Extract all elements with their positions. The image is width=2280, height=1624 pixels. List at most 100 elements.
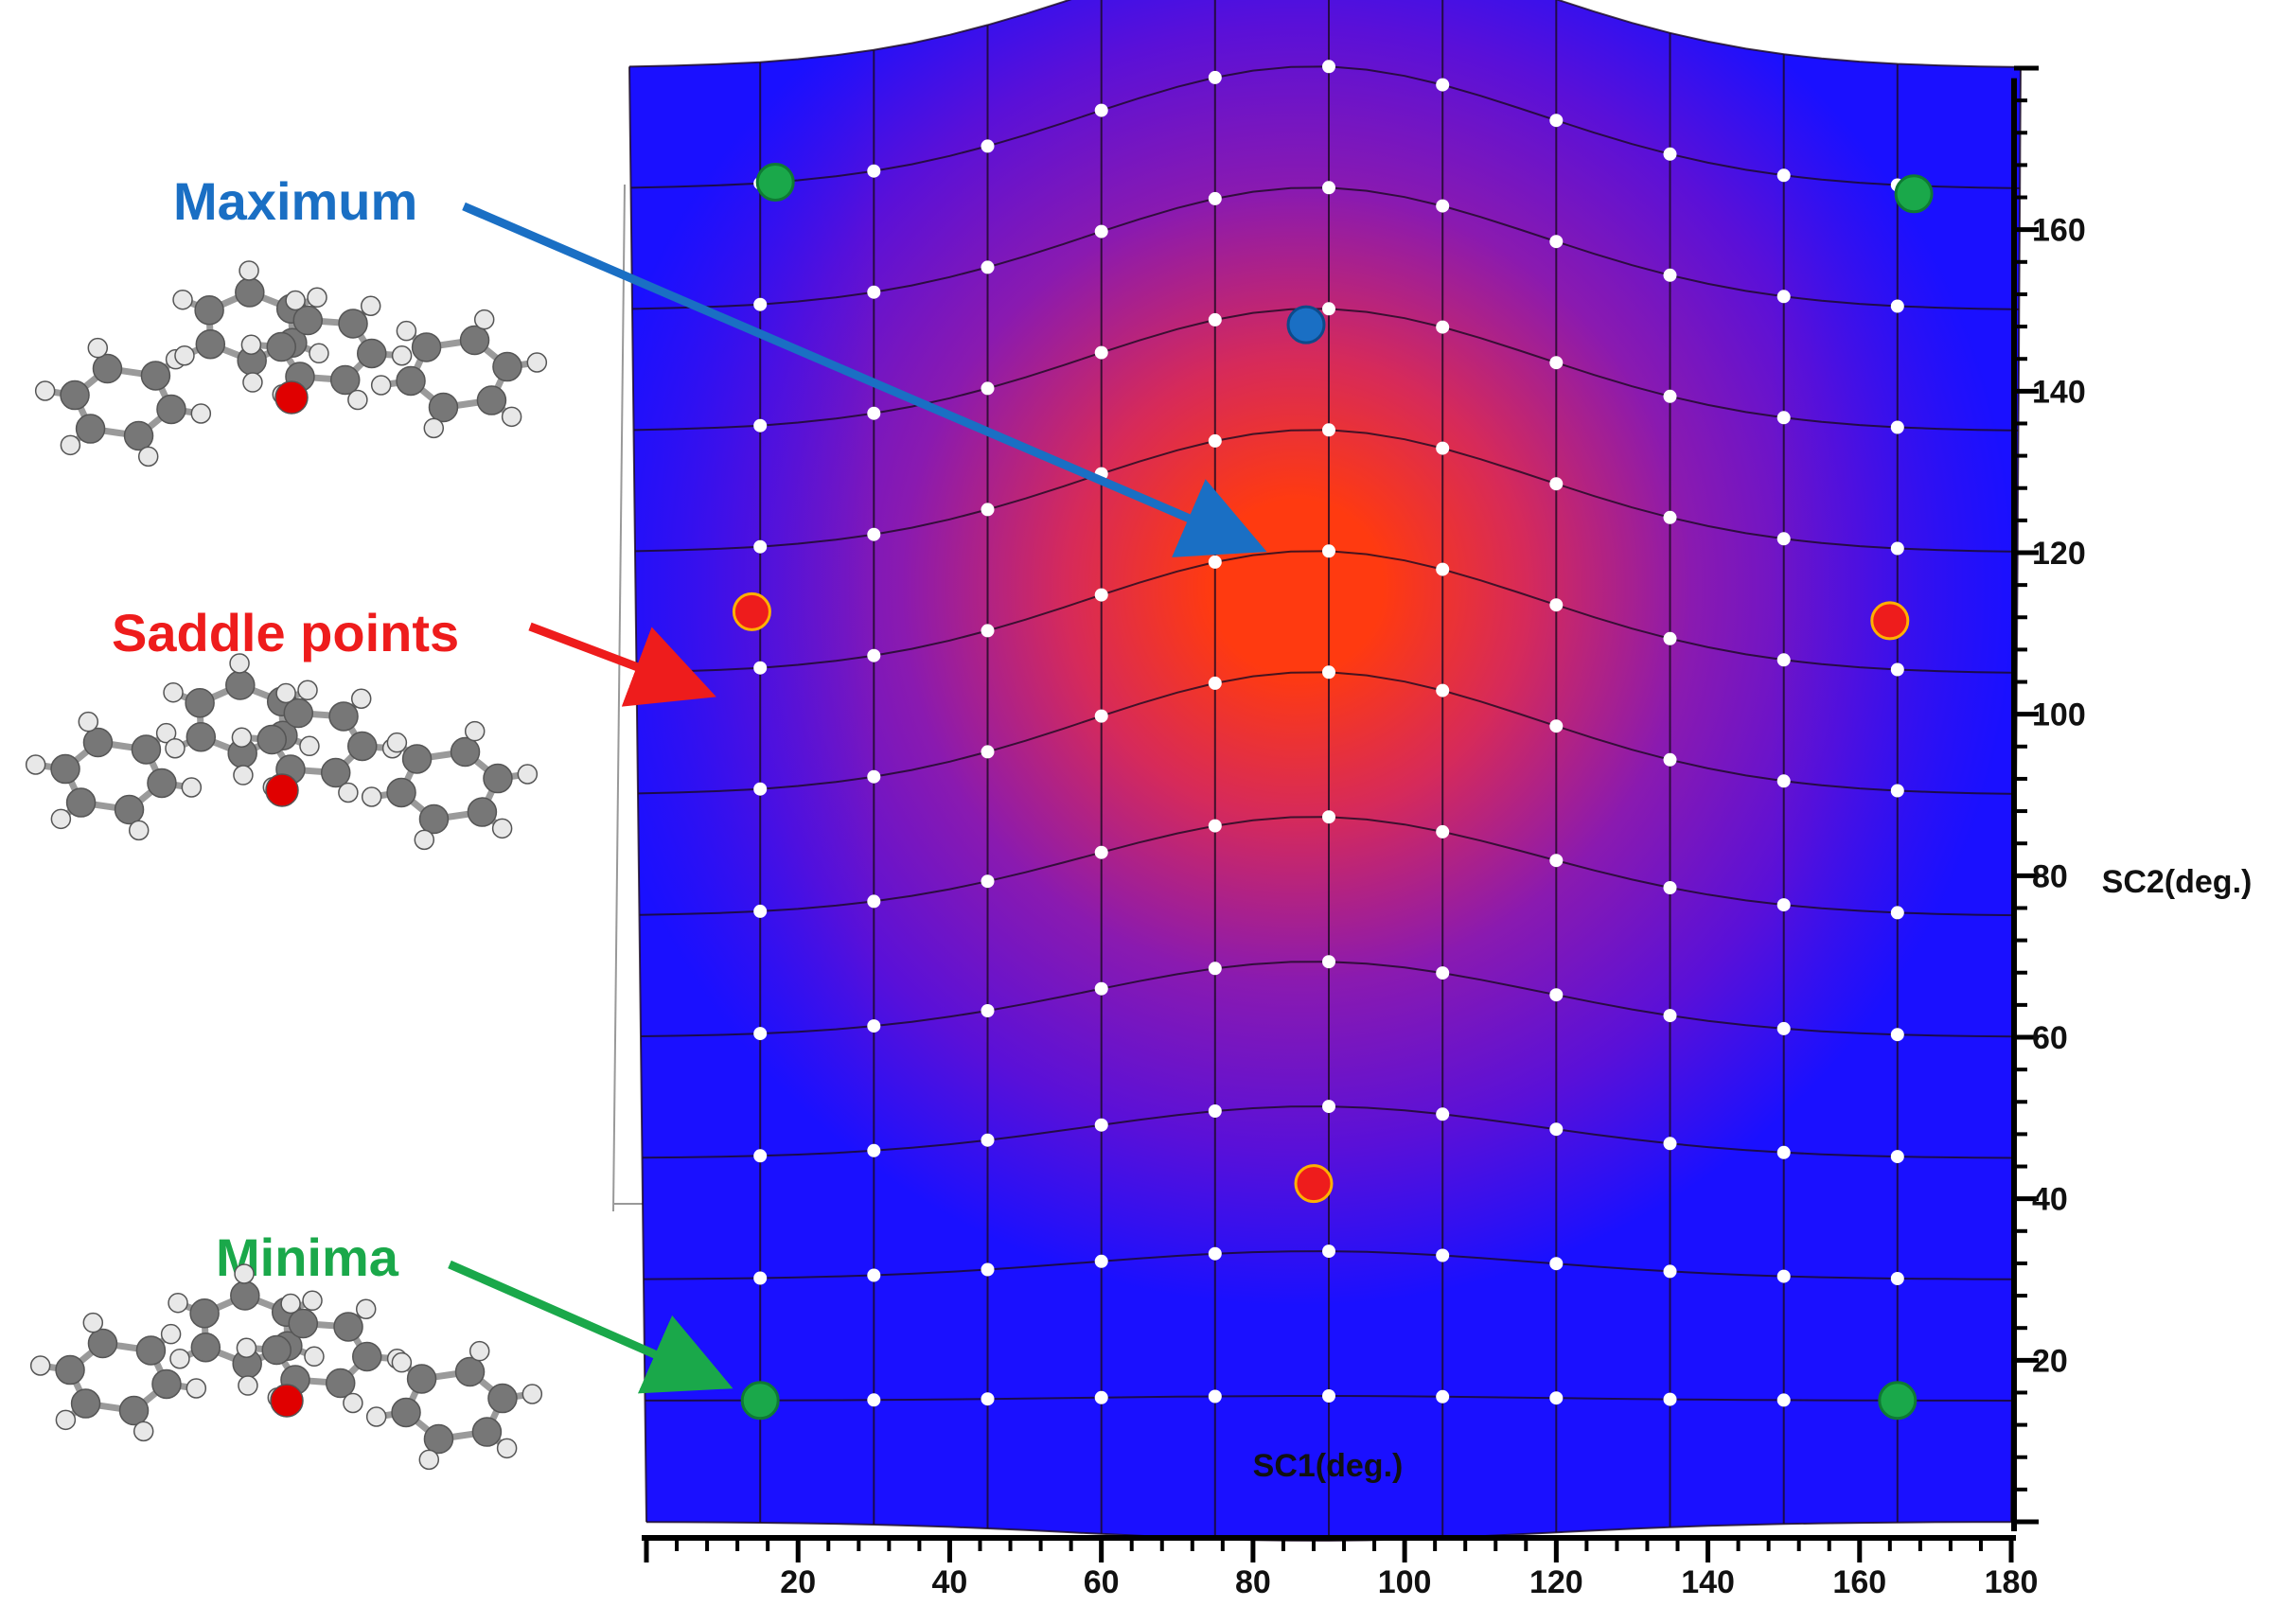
grid-node (753, 782, 768, 796)
carbon-atom (483, 763, 513, 794)
y-tick-label: 140 (2032, 374, 2086, 410)
grid-node (1094, 981, 1108, 996)
hydrogen-atom (87, 337, 109, 359)
carbon-atom (156, 394, 186, 425)
grid-node (1776, 532, 1791, 546)
surface-edge-shade (629, 0, 2021, 1541)
grid-node (1208, 1246, 1222, 1261)
grid-node (1322, 181, 1335, 195)
carbon-atom (114, 794, 145, 825)
grid-node (1776, 774, 1791, 788)
x-tick-label: 100 (1378, 1564, 1432, 1600)
grid-node (1663, 881, 1677, 894)
carbon-atom (347, 731, 378, 762)
carbon-atom (256, 724, 287, 755)
grid-node (753, 1271, 768, 1285)
hydrogen-atom (370, 375, 392, 396)
carbon-atom (471, 1417, 503, 1447)
grid-node (1436, 320, 1450, 334)
hydrogen-atom (350, 688, 372, 709)
grid-node (1208, 191, 1222, 205)
grid-node (1549, 477, 1564, 491)
hydrogen-atom (360, 295, 381, 316)
carbon-atom (325, 1368, 356, 1399)
molecule-structure-saddle (25, 653, 539, 851)
carbon-atom (185, 687, 215, 718)
hydrogen-atom (155, 722, 177, 744)
saddle-point (1294, 1164, 1334, 1204)
grid-node (1776, 168, 1791, 183)
grid-node (1208, 1389, 1222, 1403)
grid-node (1890, 662, 1904, 677)
carbon-atom (357, 338, 387, 369)
grid-node (1776, 1145, 1791, 1159)
hydrogen-atom (165, 737, 186, 759)
y-tick-label: 40 (2032, 1182, 2068, 1218)
grid-node (1663, 510, 1677, 524)
grid-node (1549, 235, 1564, 249)
carbon-atom (288, 1308, 319, 1339)
grid-node (981, 1004, 995, 1017)
grid-node (1094, 1390, 1108, 1404)
carbon-atom (55, 1354, 85, 1386)
hydrogen-atom (361, 786, 382, 807)
y-tick-label: 80 (2032, 858, 2068, 894)
carbon-atom (82, 727, 114, 758)
hydrogen-atom (468, 1340, 490, 1362)
grid-node (753, 418, 768, 432)
y-tick-label: 60 (2032, 1020, 2068, 1056)
hydrogen-atom (396, 320, 417, 342)
hydrogen-atom (50, 808, 72, 830)
carbon-atom (87, 1328, 118, 1359)
grid-node (1549, 598, 1564, 612)
grid-node (1208, 819, 1222, 833)
grid-node (1776, 898, 1791, 912)
carbon-atom (194, 294, 224, 326)
x-tick-label: 80 (1235, 1564, 1271, 1600)
hydrogen-atom (521, 1384, 543, 1404)
carbon-atom (401, 744, 433, 774)
hydrogen-atom (229, 653, 250, 674)
grid-node (1208, 962, 1222, 976)
grid-node (1322, 1100, 1335, 1114)
grid-node (1322, 302, 1335, 316)
carbon-atom (225, 670, 256, 700)
grid-node (1322, 544, 1335, 558)
carbon-atom (428, 392, 459, 423)
x-tick-label: 120 (1529, 1564, 1583, 1600)
grid-node (753, 1027, 768, 1041)
grid-node (1322, 810, 1335, 824)
grid-node (1094, 224, 1108, 238)
grid-node (1890, 1150, 1904, 1164)
grid-node (1094, 103, 1108, 117)
hydrogen-atom (234, 1263, 255, 1284)
hydrogen-atom (236, 1337, 257, 1358)
x-tick-label: 140 (1681, 1564, 1735, 1600)
maximum-arrow (462, 202, 1267, 557)
carbon-atom (195, 328, 226, 360)
hydrogen-atom (299, 735, 320, 757)
carbon-atom (50, 753, 80, 785)
y-tick-label: 160 (2032, 213, 2086, 249)
grid-node (1208, 555, 1222, 569)
grid-node (1776, 290, 1791, 304)
grid-node (981, 260, 995, 274)
grid-node (1322, 1244, 1335, 1259)
grid-node (1208, 433, 1222, 448)
hydrogen-atom (239, 260, 259, 281)
carbon-atom (338, 309, 368, 339)
grid-node (1436, 1389, 1450, 1403)
grid-node (1208, 312, 1222, 327)
carbon-atom (467, 797, 498, 827)
grid-node (867, 1393, 881, 1407)
hydrogen-atom (242, 372, 263, 393)
grid-node (981, 139, 995, 153)
grid-node (1436, 683, 1450, 697)
hydrogen-atom (238, 1375, 258, 1396)
grid-node (867, 1019, 881, 1033)
x-axis-title: SC1(deg.) (1253, 1448, 1404, 1484)
hydrogen-atom (133, 1421, 154, 1442)
grid-node (1890, 1272, 1904, 1285)
hydrogen-atom (233, 765, 254, 786)
grid-node (753, 297, 768, 311)
